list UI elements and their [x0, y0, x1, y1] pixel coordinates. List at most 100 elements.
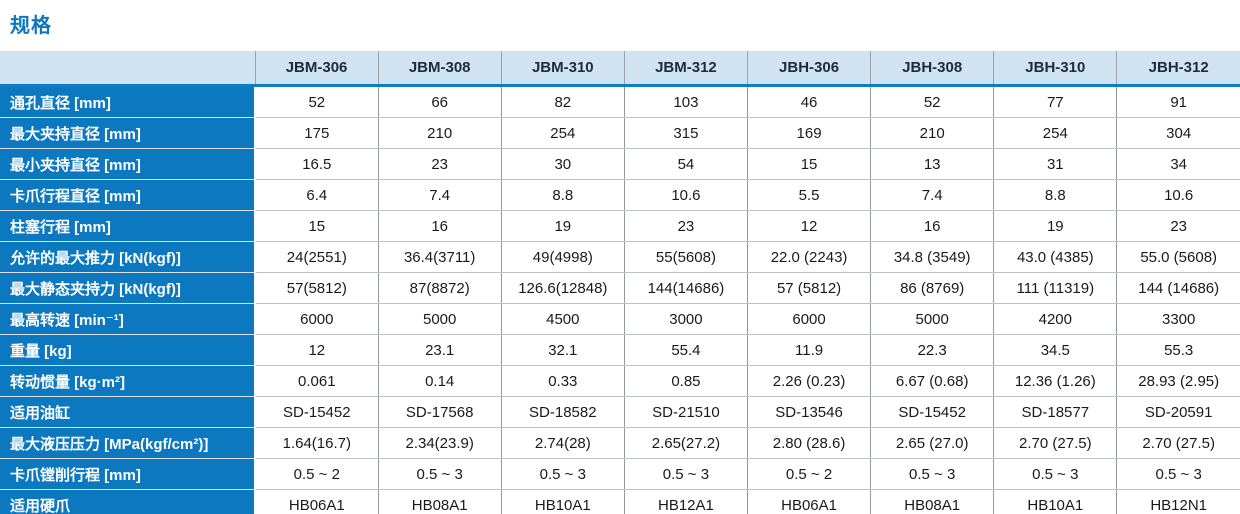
table-cell: 254: [500, 117, 625, 149]
table-row: 最大静态夹持力 [kN(kgf)] 57(5812) 87(8872) 126.6(1…: [0, 272, 1240, 304]
page-title: 规格: [10, 15, 52, 37]
table-cell: SD-20591: [1116, 396, 1240, 428]
table-cell: 8.8: [993, 179, 1117, 211]
table-cell: 23: [623, 210, 748, 242]
table-cell: 46: [746, 85, 871, 118]
table-row: 柱塞行程 [mm] 15 16 19 23 12 16 19 23: [0, 210, 1240, 242]
table-cell: 32.1: [500, 334, 625, 366]
table-cell: 86 (8769): [870, 272, 994, 304]
table-cell: 210: [377, 117, 502, 149]
row-label: 适用油缸: [0, 396, 256, 428]
table-cell: 103: [623, 85, 748, 118]
table-row: 最小夹持直径 [mm] 16.5 23 30 54 15 13 31 34: [0, 148, 1240, 180]
table-cell: 12: [255, 334, 379, 366]
row-label: 最小夹持直径 [mm]: [0, 148, 256, 180]
table-cell: 6.67 (0.68): [870, 365, 994, 397]
table-cell: 3000: [623, 303, 748, 335]
table-cell: 57 (5812): [746, 272, 871, 304]
table-cell: 34: [1116, 148, 1240, 180]
table-cell: 19: [993, 210, 1117, 242]
table-cell: 77: [993, 85, 1117, 118]
table-cell: SD-18577: [993, 396, 1117, 428]
table-cell: 28.93 (2.95): [1116, 365, 1240, 397]
row-label: 最大静态夹持力 [kN(kgf)]: [0, 272, 256, 304]
table-cell: HB10A1: [500, 489, 625, 514]
table-cell: 12: [746, 210, 871, 242]
table-cell: 49(4998): [500, 241, 625, 273]
header-row: JBM-306 JBM-308 JBM-310 JBM-312 JBH-306 JBH-3…: [0, 51, 1240, 87]
table-cell: 52: [255, 85, 379, 118]
table-cell: 12.36 (1.26): [993, 365, 1117, 397]
table-cell: HB12N1: [1116, 489, 1240, 514]
row-label: 转动惯量 [kg·m²]: [0, 365, 256, 397]
table-cell: 52: [870, 85, 994, 118]
column-header: JBH-306: [746, 51, 871, 87]
table-cell: SD-15452: [870, 396, 994, 428]
table-cell: HB10A1: [993, 489, 1117, 514]
column-header: JBM-310: [500, 51, 625, 87]
row-label: 卡爪行程直径 [mm]: [0, 179, 256, 211]
column-header: JBM-308: [377, 51, 502, 87]
table-cell: 0.5 ~ 3: [870, 458, 994, 490]
table-cell: 10.6: [1116, 179, 1240, 211]
table-cell: 55.0 (5608): [1116, 241, 1240, 273]
table-cell: 0.33: [500, 365, 625, 397]
table-cell: 3300: [1116, 303, 1240, 335]
table-cell: 23: [377, 148, 502, 180]
table-row: 最大夹持直径 [mm] 175 210 254 315 169 210 254 304: [0, 117, 1240, 149]
table-cell: 5.5: [746, 179, 871, 211]
table-cell: 144(14686): [623, 272, 748, 304]
table-cell: SD-17568: [377, 396, 502, 428]
row-label: 柱塞行程 [mm]: [0, 210, 256, 242]
corner-cell: [0, 51, 255, 87]
table-cell: 15: [746, 148, 871, 180]
table-cell: 16.5: [255, 148, 379, 180]
row-label: 适用硬爪: [0, 489, 256, 514]
table-cell: 144 (14686): [1116, 272, 1240, 304]
table-cell: 22.0 (2243): [746, 241, 871, 273]
table-cell: 13: [870, 148, 994, 180]
table-cell: 0.5 ~ 3: [377, 458, 502, 490]
table-cell: 0.5 ~ 3: [623, 458, 748, 490]
table-cell: 16: [377, 210, 502, 242]
table-cell: 6000: [746, 303, 871, 335]
table-cell: 16: [870, 210, 994, 242]
table-cell: 55.4: [623, 334, 748, 366]
table-row: 卡爪行程直径 [mm] 6.4 7.4 8.8 10.6 5.5 7.4 8.8 10.6: [0, 179, 1240, 211]
table-row: 适用油缸 SD-15452 SD-17568 SD-18582 SD-21510 SD-1…: [0, 396, 1240, 428]
table-cell: 43.0 (4385): [993, 241, 1117, 273]
table-cell: 11.9: [746, 334, 871, 366]
row-label: 最高转速 [min⁻¹]: [0, 303, 256, 335]
table-cell: 57(5812): [255, 272, 379, 304]
table-cell: 111 (11319): [993, 272, 1117, 304]
table-cell: HB08A1: [377, 489, 502, 514]
table-cell: 34.5: [993, 334, 1117, 366]
row-label: 允许的最大推力 [kN(kgf)]: [0, 241, 256, 273]
table-cell: 4200: [993, 303, 1117, 335]
table-cell: 24(2551): [255, 241, 379, 273]
table-cell: 0.5 ~ 3: [993, 458, 1117, 490]
table-cell: SD-13546: [746, 396, 871, 428]
table-cell: 7.4: [377, 179, 502, 211]
table-row: 通孔直径 [mm] 52 66 82 103 46 52 77 91: [0, 85, 1240, 118]
table-cell: 66: [377, 85, 502, 118]
row-label: 重量 [kg]: [0, 334, 256, 366]
table-cell: 126.6(12848): [500, 272, 625, 304]
table-cell: 10.6: [623, 179, 748, 211]
table-row: 最高转速 [min⁻¹] 6000 5000 4500 3000 6000 5000 4200…: [0, 303, 1240, 335]
table-cell: HB08A1: [870, 489, 994, 514]
table-cell: 36.4(3711): [377, 241, 502, 273]
table-cell: 0.5 ~ 3: [1116, 458, 1240, 490]
table-cell: 23.1: [377, 334, 502, 366]
column-header: JBM-312: [623, 51, 748, 87]
table-cell: 2.70 (27.5): [993, 427, 1117, 459]
table-cell: 22.3: [870, 334, 994, 366]
table-cell: 5000: [377, 303, 502, 335]
table-cell: 2.80 (28.6): [746, 427, 871, 459]
table-cell: SD-15452: [255, 396, 379, 428]
table-cell: 210: [870, 117, 994, 149]
table-cell: 2.26 (0.23): [746, 365, 871, 397]
table-cell: 315: [623, 117, 748, 149]
table-cell: 31: [993, 148, 1117, 180]
